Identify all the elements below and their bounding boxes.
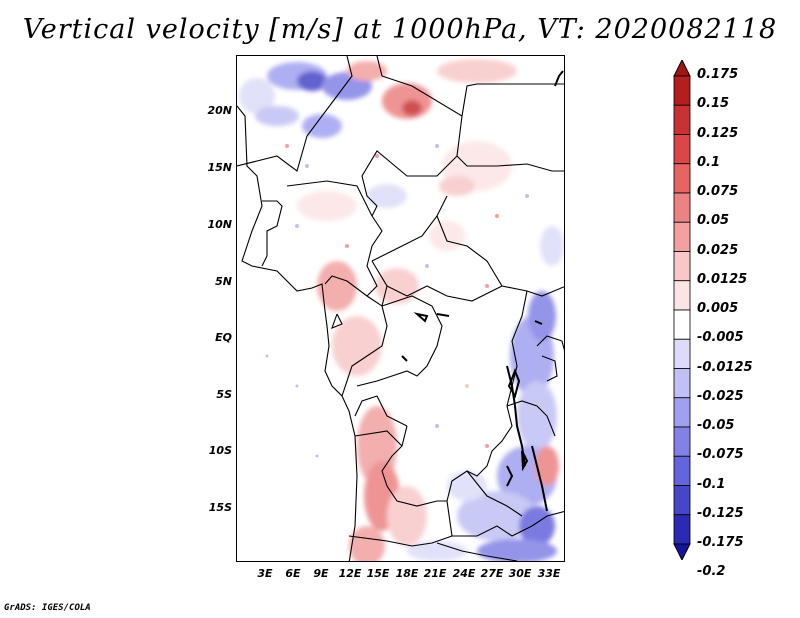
- lon-label-15e: 15E: [366, 567, 390, 580]
- lat-label-15s: 15S: [208, 501, 232, 514]
- colorbar-swatch: [673, 192, 691, 223]
- lat-label-eq: EQ: [215, 331, 232, 344]
- colorbar-label: -0.025: [697, 388, 744, 404]
- colorbar-label: 0.0125: [697, 271, 748, 287]
- credit-text: GrADS: IGES/COLA: [4, 603, 91, 613]
- colorbar-swatch: [673, 221, 691, 252]
- lat-label-10s: 10S: [208, 444, 232, 457]
- colorbar-label: -0.05: [697, 418, 735, 433]
- colorbar-swatch: [673, 251, 691, 282]
- colorbar-swatch: [673, 338, 691, 369]
- colorbar-label: -0.075: [697, 447, 744, 463]
- colorbar-label: -0.2: [697, 564, 726, 580]
- colorbar-label: 0.05: [697, 213, 730, 229]
- colorbar-swatch: [673, 163, 691, 194]
- colorbar-swatch: [673, 368, 691, 399]
- colorbar-swatch: [673, 397, 691, 428]
- colorbar-swatch: [673, 134, 691, 165]
- lat-label-20n: 20N: [207, 104, 232, 117]
- colorbar-label: -0.005: [697, 330, 744, 346]
- colorbar: [673, 60, 691, 560]
- map-panel: [236, 55, 565, 562]
- colorbar-swatch: [673, 426, 691, 457]
- colorbar-label: 0.1: [697, 154, 721, 170]
- lon-label-12e: 12E: [338, 567, 362, 580]
- chart-title: Vertical velocity [m/s] at 1000hPa, VT: …: [22, 14, 778, 45]
- colorbar-label: 0.025: [697, 242, 739, 258]
- colorbar-swatch: [673, 485, 691, 516]
- lon-label-27e: 27E: [480, 567, 504, 580]
- colorbar-label: 0.005: [697, 301, 739, 316]
- lon-label-33e: 33E: [537, 567, 561, 580]
- lon-label-18e: 18E: [395, 567, 419, 580]
- lon-label-6e: 6E: [285, 567, 301, 580]
- map-canvas: [237, 56, 564, 561]
- colorbar-label: -0.1: [697, 476, 726, 492]
- lake-outlines: [401, 70, 564, 512]
- lat-label-15n: 15N: [207, 161, 232, 174]
- colorbar-swatch: [673, 309, 691, 340]
- colorbar-label: -0.175: [697, 535, 744, 550]
- lat-label-10n: 10N: [207, 218, 232, 231]
- colorbar-label: 0.15: [697, 96, 730, 112]
- colorbar-swatch: [673, 455, 691, 486]
- lon-label-24e: 24E: [452, 567, 476, 580]
- lat-label-5s: 5S: [216, 388, 232, 401]
- lon-label-9e: 9E: [313, 567, 329, 580]
- lon-label-21e: 21E: [423, 567, 447, 580]
- lon-label-3e: 3E: [257, 567, 273, 580]
- colorbar-bottom-arrow: [673, 543, 691, 560]
- lat-label-5n: 5N: [215, 275, 232, 288]
- colorbar-top-arrow: [673, 60, 691, 77]
- colorbar-label: 0.175: [697, 67, 739, 82]
- colorbar-swatch: [673, 75, 691, 106]
- colorbar-swatch: [673, 280, 691, 311]
- colorbar-label: -0.0125: [697, 359, 753, 375]
- velocity-speckles: [265, 144, 529, 458]
- lon-label-30e: 30E: [508, 567, 532, 580]
- colorbar-label: 0.125: [697, 125, 739, 141]
- colorbar-label: -0.125: [697, 505, 744, 521]
- colorbar-swatch: [673, 104, 691, 135]
- colorbar-swatch: [673, 514, 691, 545]
- velocity-shading: [239, 59, 564, 561]
- country-borders: [237, 56, 564, 561]
- colorbar-label: 0.075: [697, 184, 739, 199]
